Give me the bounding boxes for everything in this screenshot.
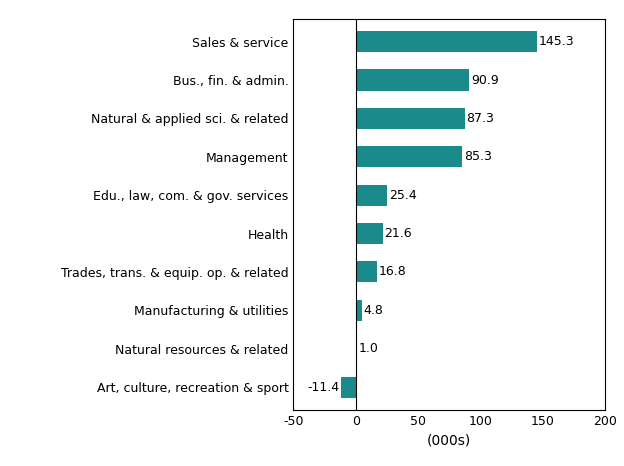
Bar <box>356 108 465 129</box>
Bar <box>341 377 356 397</box>
Bar <box>356 261 377 282</box>
Bar <box>356 31 537 52</box>
Text: 1.0: 1.0 <box>359 342 379 355</box>
Text: 21.6: 21.6 <box>384 227 412 240</box>
Text: -11.4: -11.4 <box>308 381 339 394</box>
Text: 90.9: 90.9 <box>471 74 499 87</box>
Text: 16.8: 16.8 <box>379 266 406 278</box>
Bar <box>356 146 462 167</box>
Bar <box>356 185 388 206</box>
Text: 25.4: 25.4 <box>389 189 417 202</box>
Bar <box>356 69 469 90</box>
Text: 145.3: 145.3 <box>539 35 575 48</box>
Bar <box>356 223 383 244</box>
Bar <box>356 300 362 321</box>
Text: 87.3: 87.3 <box>467 112 494 125</box>
Text: 4.8: 4.8 <box>364 304 383 317</box>
Text: 85.3: 85.3 <box>464 151 492 163</box>
X-axis label: (000s): (000s) <box>427 433 471 447</box>
Bar <box>356 338 357 359</box>
